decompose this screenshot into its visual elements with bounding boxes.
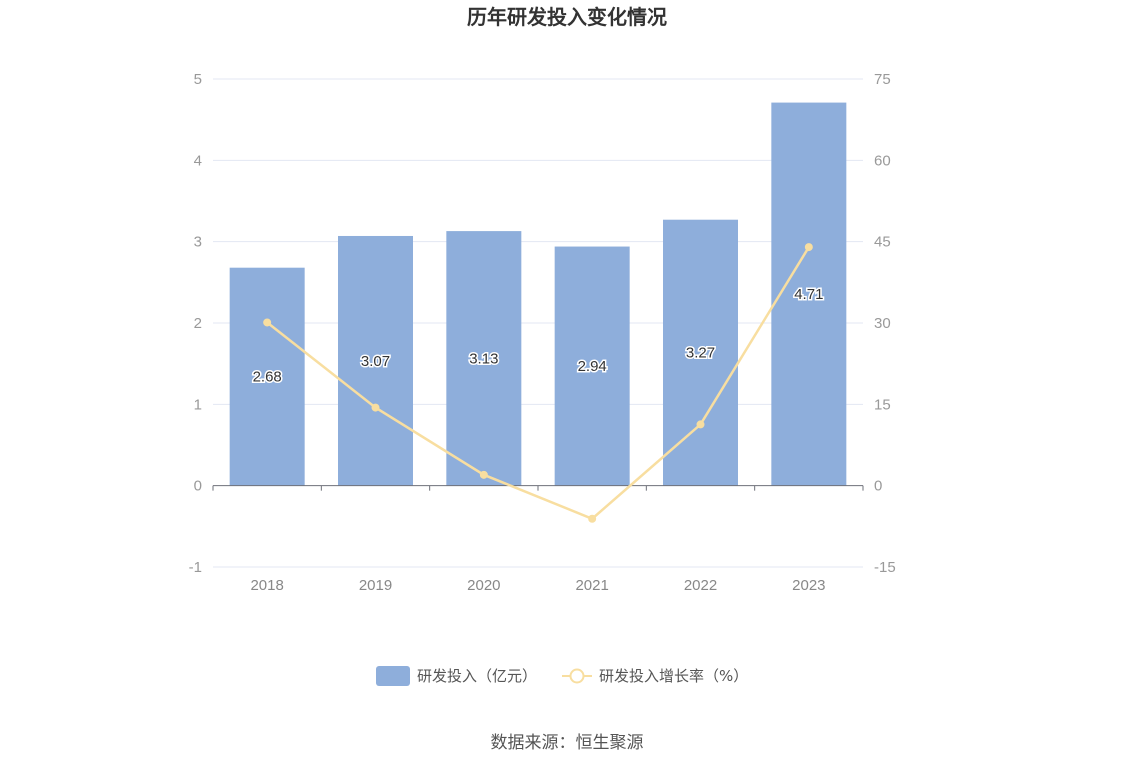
growth-point bbox=[371, 403, 380, 412]
x-tick-label: 2020 bbox=[467, 577, 500, 594]
chart-title: 历年研发投入变化情况 bbox=[467, 5, 667, 29]
left-axis-ticks: -1 0 1 2 3 4 5 bbox=[189, 71, 202, 576]
source-text: 数据来源：恒生聚源 bbox=[491, 733, 644, 753]
right-tick-label: 45 bbox=[874, 234, 891, 251]
legend-line-label[interactable]: 研发投入增长率（%） bbox=[599, 667, 748, 685]
x-axis-ticks: 2018 2019 2020 2021 2022 2023 bbox=[250, 577, 825, 594]
bar bbox=[446, 231, 522, 486]
right-tick-label: 60 bbox=[874, 152, 891, 169]
line-series bbox=[263, 243, 813, 523]
x-tick-label: 2018 bbox=[250, 577, 283, 594]
bar bbox=[771, 102, 847, 486]
legend-bar-label[interactable]: 研发投入（亿元） bbox=[417, 667, 537, 685]
left-tick-label: 2 bbox=[194, 315, 202, 332]
right-tick-label: 30 bbox=[874, 315, 891, 332]
right-tick-label: 75 bbox=[874, 71, 891, 88]
axes bbox=[212, 485, 864, 491]
x-tick-label: 2021 bbox=[575, 577, 608, 594]
growth-point bbox=[804, 243, 813, 252]
bar bbox=[338, 235, 413, 486]
legend-bar-swatch bbox=[376, 666, 410, 686]
growth-point bbox=[479, 470, 488, 479]
bar bbox=[663, 219, 738, 486]
left-tick-label: 1 bbox=[194, 396, 202, 413]
x-tick-label: 2023 bbox=[792, 577, 825, 594]
bar-value-label: 4.71 bbox=[794, 286, 823, 303]
left-tick-label: 4 bbox=[194, 152, 202, 169]
bar-value-label: 3.27 bbox=[686, 345, 715, 362]
bar-value-label: 3.13 bbox=[469, 350, 498, 367]
growth-line bbox=[266, 246, 810, 521]
right-tick-label: 15 bbox=[874, 396, 891, 413]
bar bbox=[229, 267, 305, 486]
x-tick-label: 2022 bbox=[684, 577, 717, 594]
data-labels: 2.68 3.07 3.13 2.94 3.27 4.71 bbox=[251, 285, 825, 388]
left-tick-label: 5 bbox=[194, 71, 202, 88]
bar-value-label: 3.07 bbox=[361, 353, 390, 370]
legend: 研发投入（亿元） 研发投入增长率（%） bbox=[376, 666, 748, 686]
left-tick-label: -1 bbox=[189, 559, 202, 576]
right-tick-label: -15 bbox=[874, 559, 896, 576]
bar-value-label: 2.68 bbox=[253, 369, 282, 386]
growth-point bbox=[696, 420, 705, 429]
growth-point bbox=[263, 318, 272, 327]
right-tick-label: 0 bbox=[874, 478, 882, 495]
bar bbox=[554, 246, 630, 486]
x-tick-label: 2019 bbox=[359, 577, 392, 594]
grid-lines bbox=[213, 78, 863, 568]
legend-line-marker bbox=[569, 668, 585, 684]
left-tick-label: 0 bbox=[194, 478, 202, 495]
left-tick-label: 3 bbox=[194, 234, 202, 251]
bar-value-label: 2.94 bbox=[578, 358, 607, 375]
growth-point bbox=[588, 514, 597, 523]
right-axis-ticks: -15 0 15 30 45 60 75 bbox=[874, 71, 896, 576]
bar-series bbox=[229, 102, 847, 486]
